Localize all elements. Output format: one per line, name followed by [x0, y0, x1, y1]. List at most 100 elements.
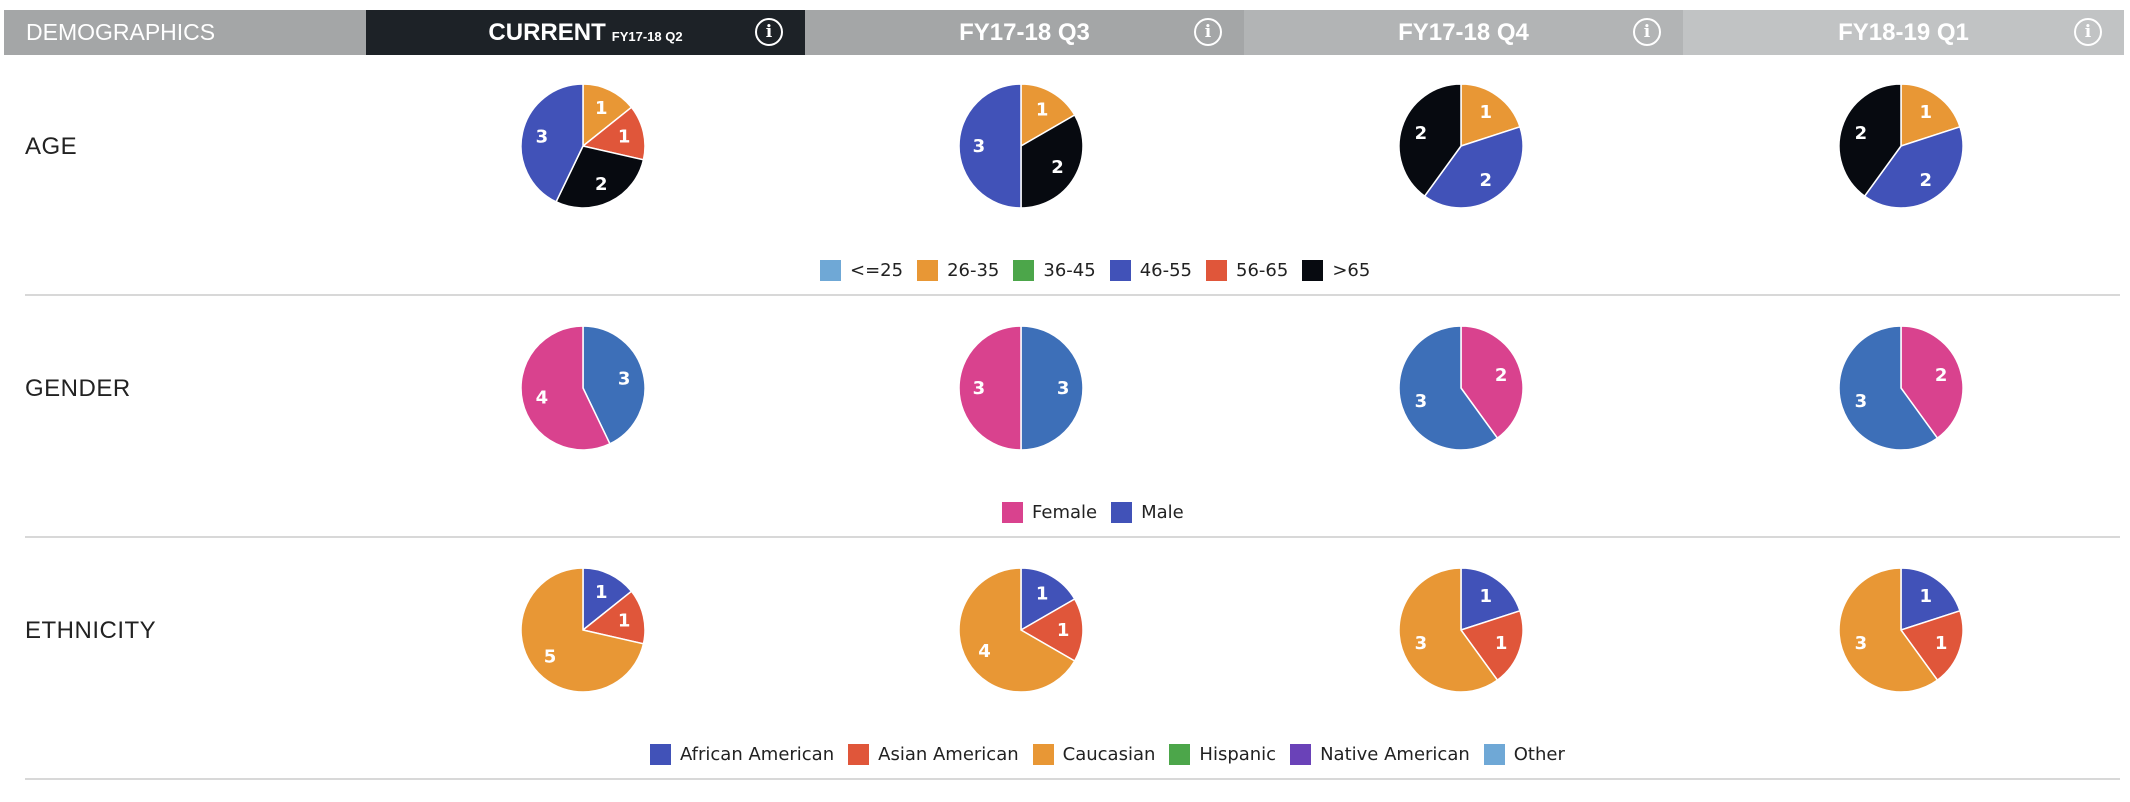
pie-ethnicity-q3: 11 4: [958, 567, 1084, 693]
slice-value-label: 4: [536, 387, 549, 408]
legend-swatch: [1483, 744, 1505, 765]
pie-slice[interactable]: [1838, 83, 1902, 198]
pie-slice[interactable]: [1423, 125, 1524, 209]
pie-age-q4: 1 2 2: [1398, 83, 1524, 209]
legend-label: Male: [1141, 502, 1184, 523]
legend-item[interactable]: 56-65: [1206, 260, 1288, 281]
slice-value-label: 1: [1036, 583, 1049, 604]
slice-value-label: 3: [618, 369, 631, 390]
pie-slice[interactable]: [1460, 83, 1521, 148]
pie-slice[interactable]: [582, 567, 633, 632]
pie-slice[interactable]: [958, 567, 1076, 693]
legend-item[interactable]: >65: [1302, 260, 1370, 281]
slice-value-label: 1: [1480, 586, 1493, 607]
pie-slice[interactable]: [958, 325, 1022, 451]
pie-slice[interactable]: [1838, 567, 1939, 693]
pie-slice[interactable]: [1460, 567, 1521, 632]
legend-item[interactable]: Caucasian: [1032, 744, 1156, 765]
pie-slice[interactable]: [1900, 325, 1964, 440]
legend-item[interactable]: African American: [650, 744, 834, 765]
legend-swatch: [848, 744, 870, 765]
pie-slice[interactable]: [1398, 83, 1462, 198]
legend-item[interactable]: Native American: [1290, 744, 1470, 765]
slice-value-label: 1: [1036, 99, 1049, 120]
pie-slice[interactable]: [581, 590, 646, 645]
slice-value-label: 4: [978, 641, 991, 662]
info-icon[interactable]: i: [1194, 18, 1222, 46]
row-divider: [25, 536, 2120, 538]
slice-value-label: 2: [595, 174, 608, 195]
legend-swatch: [1206, 260, 1228, 281]
legend-swatch: [1002, 502, 1023, 523]
legend-item[interactable]: 26-35: [917, 260, 999, 281]
slice-value-label: 3: [1855, 633, 1868, 654]
legend-age: <=25 26-35 36-45 46-55 56-65 >65: [820, 260, 1384, 281]
pie-slice[interactable]: [1863, 125, 1964, 209]
legend-label: African American: [680, 744, 835, 765]
pie-slice[interactable]: [555, 145, 645, 209]
pie-slice[interactable]: [1398, 567, 1499, 693]
legend-gender: Female Male: [1002, 502, 1198, 523]
header-q3-tab[interactable]: FY17-18 Q3 i: [805, 10, 1244, 55]
pie-ethnicity-current: 11 5: [520, 567, 646, 693]
pie-slice[interactable]: [520, 567, 645, 693]
pie-slice[interactable]: [1020, 325, 1084, 451]
slice-value-label: 1: [595, 582, 608, 603]
pie-slice[interactable]: [958, 83, 1022, 209]
legend-item[interactable]: Female: [1002, 502, 1097, 523]
slice-value-label: 3: [973, 378, 986, 399]
header-current-tab[interactable]: CURRENT FY17-18 Q2 i: [366, 10, 805, 55]
pie-slice[interactable]: [1838, 325, 1939, 451]
pie-slice[interactable]: [1900, 83, 1961, 148]
legend-label: Asian American: [878, 744, 1019, 765]
legend-item[interactable]: 46-55: [1109, 260, 1192, 281]
row-divider: [25, 294, 2120, 296]
legend-item[interactable]: <=25: [820, 260, 903, 281]
legend-swatch: [917, 260, 939, 281]
pie-slice[interactable]: [1460, 325, 1524, 440]
pie-slice[interactable]: [1398, 325, 1499, 451]
pie-slice[interactable]: [582, 83, 633, 148]
pie-slice[interactable]: [581, 106, 646, 161]
slice-value-label: 2: [1920, 170, 1933, 191]
row-label-age: AGE: [25, 133, 78, 160]
header-demographics: DEMOGRAPHICS: [4, 10, 366, 55]
pie-age-q3: 1 2 3: [958, 83, 1084, 209]
pie-slice[interactable]: [1459, 609, 1524, 682]
legend-label: Caucasian: [1062, 744, 1156, 765]
slice-value-label: 1: [618, 127, 631, 148]
pie-slice[interactable]: [1900, 567, 1961, 632]
pie-gender-q1: 23: [1838, 325, 1964, 451]
pie-slice[interactable]: [520, 83, 584, 203]
slice-value-label: 1: [1495, 633, 1508, 654]
header-q3-label: FY17-18 Q3: [959, 18, 1090, 46]
header-current-label: CURRENT: [488, 18, 606, 46]
legend-item[interactable]: Male: [1111, 502, 1184, 523]
pie-slice[interactable]: [520, 325, 611, 451]
legend-swatch: [1169, 744, 1191, 765]
slice-value-label: 1: [1920, 586, 1933, 607]
pie-slice[interactable]: [1019, 597, 1084, 663]
legend-item[interactable]: Other: [1483, 744, 1565, 765]
slice-value-label: 2: [1415, 123, 1428, 144]
pie-slice[interactable]: [582, 325, 646, 445]
pie-slice[interactable]: [1020, 83, 1076, 148]
legend-label: Female: [1032, 502, 1098, 523]
legend-item[interactable]: Asian American: [848, 744, 1019, 765]
slice-value-label: 1: [1480, 102, 1493, 123]
header-q1-tab[interactable]: FY18-19 Q1 i: [1683, 10, 2124, 55]
info-icon[interactable]: i: [2074, 18, 2102, 46]
legend-item[interactable]: Hispanic: [1169, 744, 1276, 765]
pie-slice[interactable]: [1020, 113, 1084, 209]
legend-label: >65: [1332, 260, 1371, 281]
header-q4-tab[interactable]: FY17-18 Q4 i: [1244, 10, 1683, 55]
pie-slice[interactable]: [1020, 567, 1076, 632]
info-icon[interactable]: i: [755, 18, 783, 46]
legend-ethnicity: African American Asian American Caucasian H…: [650, 744, 1579, 765]
slice-value-label: 2: [1855, 123, 1868, 144]
pie-age-q1: 1 2 2: [1838, 83, 1964, 209]
legend-item[interactable]: 36-45: [1013, 260, 1096, 281]
pie-slice[interactable]: [1899, 609, 1964, 682]
info-icon[interactable]: i: [1633, 18, 1661, 46]
legend-label: 36-45: [1043, 260, 1096, 281]
